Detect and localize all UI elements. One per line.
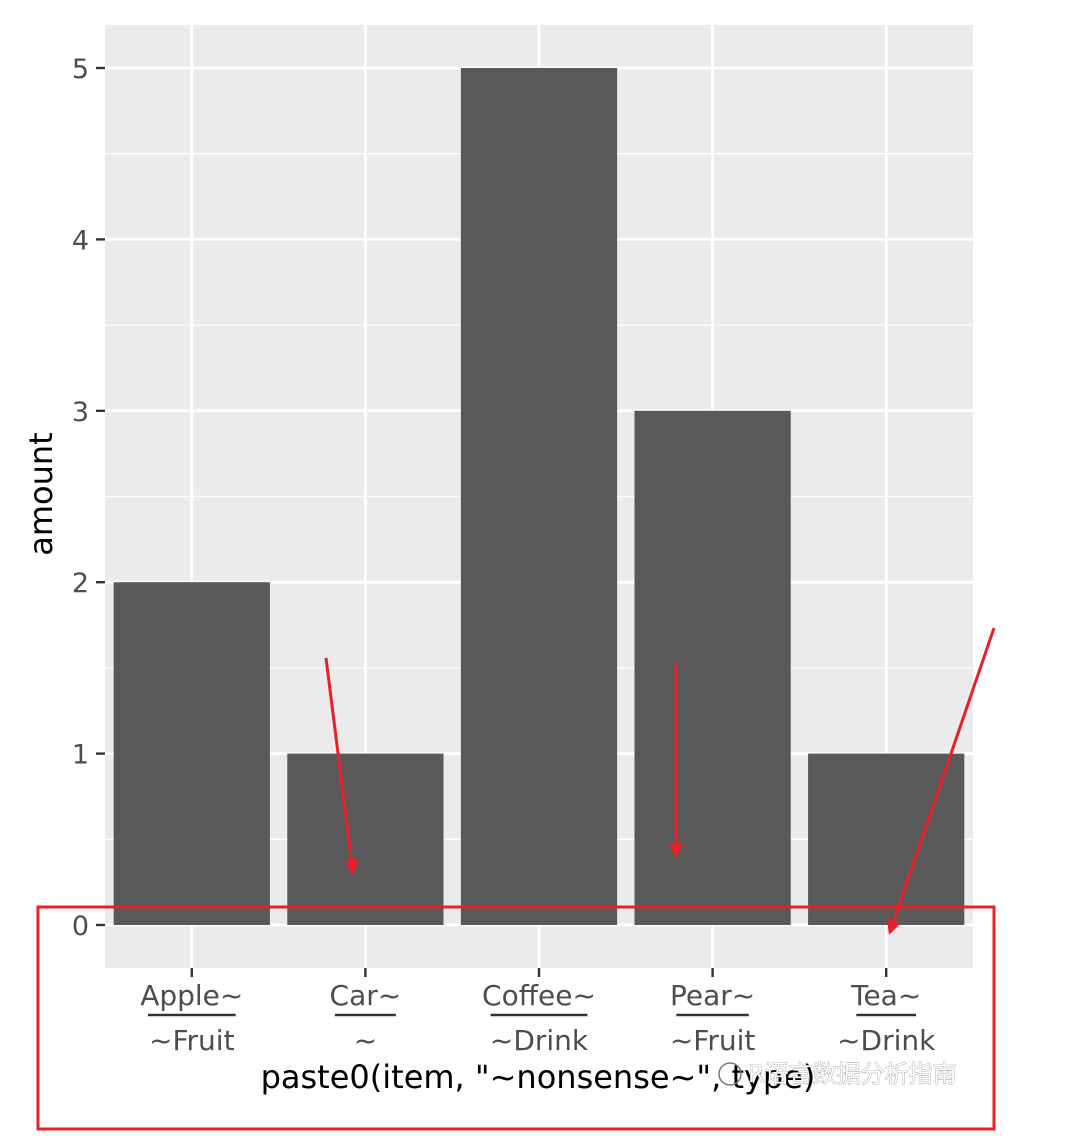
x-tick-label-bottom: ~ bbox=[354, 1024, 377, 1057]
bar-coffee bbox=[460, 68, 618, 925]
bar-pear bbox=[634, 410, 791, 925]
x-axis-title: paste0(item, "~nonsense~", type) bbox=[261, 1058, 816, 1096]
y-tick-label: 3 bbox=[72, 397, 89, 428]
watermark-text: R语言数据分析指南 bbox=[748, 1060, 957, 1088]
y-axis: 0 1 2 3 4 5 bbox=[72, 54, 105, 942]
annotation-arrow bbox=[324, 657, 359, 875]
x-tick-label-top: Apple~ bbox=[140, 979, 243, 1012]
y-axis-title: amount bbox=[22, 432, 60, 555]
x-tick-label-top: Tea~ bbox=[850, 979, 921, 1012]
annotation-box bbox=[36, 905, 996, 1131]
x-tick-label-top: Pear~ bbox=[670, 979, 755, 1012]
x-tick-label-bottom: ~Fruit bbox=[670, 1024, 756, 1057]
x-tick-label-bottom: ~Drink bbox=[837, 1024, 936, 1057]
x-tick-label-bottom: ~Drink bbox=[490, 1024, 589, 1057]
y-tick-label: 4 bbox=[72, 225, 89, 256]
watermark: R语言数据分析指南 bbox=[718, 1060, 957, 1088]
y-tick-label: 2 bbox=[72, 568, 89, 599]
bar-apple bbox=[113, 582, 270, 925]
annotation-arrow bbox=[886, 627, 996, 935]
x-tick-label-bottom: ~Fruit bbox=[149, 1024, 235, 1057]
x-axis: Apple~ ~Fruit Car~ ~ Coffee~ ~Drink Pear~ ~Frui… bbox=[140, 968, 936, 1057]
annotations bbox=[36, 627, 996, 1131]
x-tick-label-top: Car~ bbox=[330, 979, 402, 1012]
y-tick-label: 1 bbox=[72, 740, 89, 771]
y-tick-label: 0 bbox=[72, 911, 89, 942]
wechat-icon bbox=[718, 1062, 742, 1086]
y-tick-label: 5 bbox=[72, 54, 89, 85]
x-tick-label-top: Coffee~ bbox=[482, 979, 596, 1012]
bar-car bbox=[287, 753, 444, 925]
bars bbox=[113, 68, 965, 925]
bar-tea bbox=[808, 753, 965, 925]
